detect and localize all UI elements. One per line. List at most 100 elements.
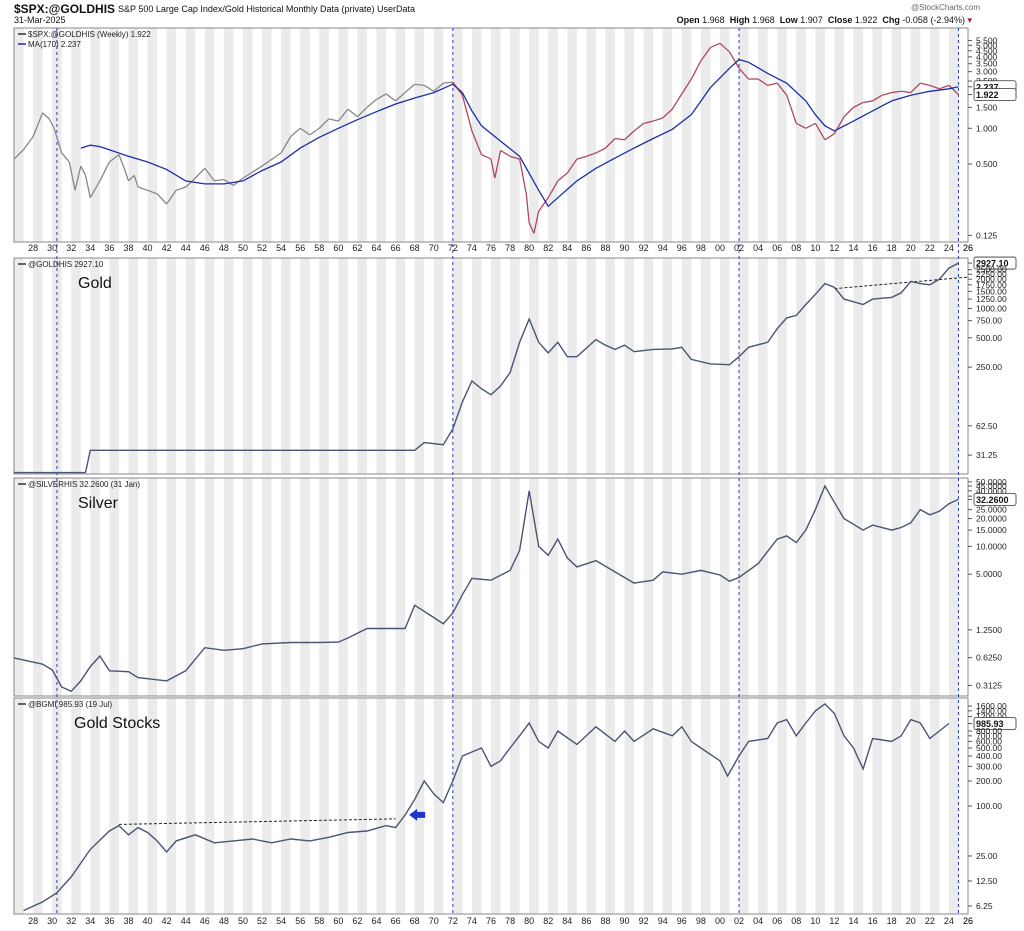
x-tick-label: 50 (238, 243, 248, 253)
ratio-segment (53, 128, 63, 154)
year-band (700, 258, 711, 474)
ratio-segment (633, 122, 645, 132)
year-band (643, 478, 654, 696)
ratio-segment (481, 153, 492, 160)
ratio-segment (948, 84, 959, 96)
x-tick-label: 42 (162, 243, 172, 253)
y-tick-label: 1500.00 (976, 286, 1007, 296)
bgmi-line (23, 702, 950, 912)
year-band (319, 258, 329, 474)
x-tick-label: 28 (28, 916, 38, 926)
x-tick-label: 68 (410, 916, 420, 926)
ohlc-readout: Open 1.968 High 1.968 Low 1.907 Close 1.… (676, 15, 972, 25)
year-band (376, 258, 387, 474)
chart-header: $SPX:@GOLDHIS S&P 500 Large Cap Index/Go… (0, 0, 1024, 27)
year-band (14, 258, 24, 474)
year-band (14, 28, 24, 242)
ratio-segment (147, 189, 158, 195)
year-band (452, 28, 463, 242)
ratio-segment (80, 165, 87, 176)
ratio-segment (547, 180, 559, 198)
x-tick-label: 32 (66, 916, 76, 926)
year-band (338, 28, 348, 242)
year-band (681, 258, 692, 474)
ratio-segment (614, 137, 625, 141)
y-tick-label: 1250.00 (976, 294, 1007, 304)
x-tick-label: 70 (429, 916, 439, 926)
last-value-label: 985.93 (976, 719, 1004, 729)
year-band (319, 698, 329, 914)
ratio-segment (280, 136, 292, 154)
ratio-segment (652, 117, 663, 122)
ratio-segment (366, 98, 377, 108)
year-band (300, 478, 310, 696)
year-band (452, 698, 463, 914)
panel-background-gold (13, 257, 969, 475)
year-band (605, 258, 616, 474)
year-band (147, 478, 158, 696)
ratio-segment (767, 82, 778, 86)
x-tick-label: 14 (849, 916, 859, 926)
x-tick-label: 86 (581, 243, 591, 253)
y-tick-label: 5.0000 (976, 569, 1002, 579)
ratio-segment (710, 42, 721, 49)
year-band (223, 478, 234, 696)
legend-entry: @GOLDHIS 2927.10 (28, 260, 104, 269)
ratio-segment (68, 161, 76, 191)
panel-ratio: 5.5005.0004.5004.0003.5003.0002.5002.237… (13, 30, 1017, 240)
y-tick-label: 800.00 (976, 726, 1002, 736)
chart-symbol: $SPX:@GOLDHIS (14, 2, 116, 16)
last-value-box (973, 88, 1017, 102)
x-tick-label: 26 (963, 243, 973, 253)
ratio-segment (533, 211, 540, 234)
year-band (758, 258, 768, 474)
x-tick-label: 44 (181, 243, 191, 253)
x-tick-label: 40 (143, 243, 153, 253)
year-band (395, 698, 406, 914)
y-tick-label: 2500.00 (976, 265, 1007, 275)
ratio-segment (299, 127, 311, 136)
year-band (700, 698, 711, 914)
x-tick-label: 82 (543, 916, 553, 926)
year-band (433, 698, 444, 914)
year-band (395, 28, 406, 242)
y-tick-label: 600.00 (976, 736, 1002, 746)
year-band (491, 258, 501, 474)
x-tick-label: 48 (219, 243, 229, 253)
year-band (719, 698, 730, 914)
year-band (242, 478, 253, 696)
year-band (109, 28, 119, 242)
ratio-segment (881, 91, 892, 96)
x-tick-label: 04 (753, 243, 763, 253)
y-tick-label: 25.0000 (976, 505, 1007, 515)
ratio-segment (518, 158, 527, 194)
y-tick-label: 1.000 (976, 123, 998, 133)
y-tick-label: 500.00 (976, 333, 1002, 343)
y-tick-label: 400.00 (976, 751, 1002, 761)
x-tick-label: 80 (524, 243, 534, 253)
ratio-segment (690, 60, 702, 80)
year-band (204, 258, 215, 474)
year-band (71, 478, 81, 696)
year-band (14, 478, 24, 696)
ratio-segment (833, 116, 845, 135)
x-tick-label: 20 (906, 243, 916, 253)
ratio-segment (166, 189, 177, 205)
year-band (185, 258, 196, 474)
year-band (71, 28, 81, 242)
year-band (910, 698, 921, 914)
ratio-segment (194, 167, 206, 179)
x-tick-label: 64 (372, 916, 382, 926)
stockcharts-credit[interactable]: @StockCharts.com (910, 3, 980, 12)
year-band (758, 28, 768, 242)
year-band (796, 28, 806, 242)
panel-bgmi: 1600.001400.001200.00985.93800.00700.006… (18, 700, 1017, 912)
panel-title: Silver (78, 495, 119, 512)
year-band (33, 478, 43, 696)
ratio-segment (500, 149, 511, 157)
year-band (662, 478, 673, 696)
legend-entry: $SPX:@GOLDHIS (Weekly) 1.922 (28, 30, 151, 39)
last-value-box (973, 493, 1017, 506)
year-band (681, 698, 692, 914)
